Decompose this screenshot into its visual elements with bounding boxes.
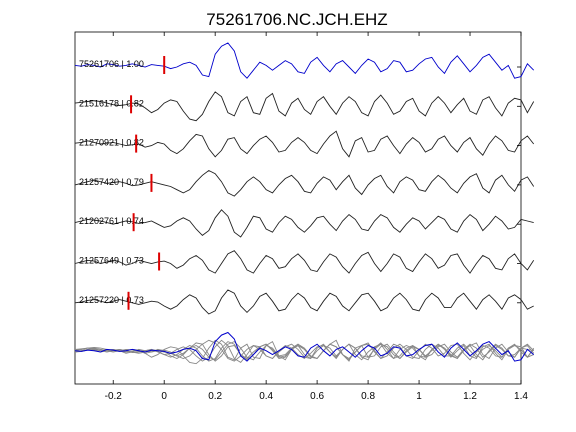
trace-label: 21270921 | 0.82	[79, 138, 144, 148]
trace-stack: 75261706 | 1.00 21516178 | 0.82 21270921 |…	[74, 42, 535, 315]
trace-label: 21257220 | 0.73	[79, 295, 144, 305]
x-tick-label: 0.8	[361, 391, 375, 402]
trace-line	[74, 42, 535, 79]
chart-title: 75261706.NC.JCH.EHZ	[206, 10, 387, 29]
x-tick-label: 1.4	[514, 391, 528, 402]
x-axis: -0.2 0 0.2 0.4 0.6 0.8 1 1.2 1.4	[105, 32, 528, 402]
trace-line	[74, 91, 535, 122]
trace-label: 21202761 | 0.74	[79, 216, 144, 226]
overlay-trace	[74, 341, 534, 362]
trace-line	[74, 130, 535, 158]
plot-frame	[74, 31, 522, 385]
x-tick-label: 0.6	[310, 391, 324, 402]
x-tick-label: 1.2	[463, 391, 477, 402]
overlay-reference-trace	[74, 331, 535, 362]
overlay-stack	[74, 331, 535, 365]
trace-label: 21257649 | 0.73	[79, 256, 144, 266]
overlay-trace	[74, 341, 535, 361]
overlay-trace	[74, 339, 534, 363]
overlay-trace	[74, 339, 535, 365]
trace-label: 75261706 | 1.00	[79, 59, 144, 69]
x-tick-label: 0	[161, 391, 167, 402]
x-tick-label: 0.2	[208, 391, 222, 402]
trace-line	[74, 289, 534, 315]
trace-line	[74, 209, 534, 238]
x-tick-label: 1	[416, 391, 422, 402]
trace-label: 21516178 | 0.82	[79, 98, 144, 108]
trace-line	[74, 250, 535, 274]
trace-label: 21257420 | 0.79	[79, 177, 144, 187]
x-tick-label: -0.2	[105, 391, 123, 402]
x-tick-label: 0.4	[259, 391, 273, 402]
